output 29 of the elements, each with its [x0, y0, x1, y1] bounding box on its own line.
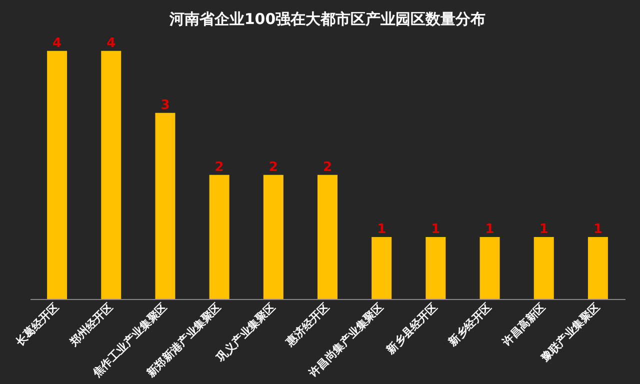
chart-title: 河南省企业100强在大都市区产业园区数量分布 — [168, 10, 486, 28]
data-label: 2 — [214, 160, 224, 175]
data-label: 1 — [485, 222, 494, 237]
data-label: 1 — [539, 222, 548, 237]
data-label: 2 — [322, 160, 332, 175]
data-label: 4 — [52, 36, 62, 51]
x-tick-label: 新乡经开区 — [445, 300, 494, 350]
data-label: 1 — [377, 222, 386, 237]
bar — [534, 236, 554, 299]
data-label: 4 — [106, 36, 116, 51]
bar — [263, 174, 284, 299]
data-label: 2 — [268, 160, 278, 175]
data-label: 1 — [431, 222, 440, 237]
data-label: 1 — [593, 222, 602, 237]
bar — [101, 50, 122, 299]
x-tick-label: 许昌高新区 — [499, 300, 548, 350]
bar — [155, 112, 176, 299]
bar — [588, 236, 608, 299]
bar — [47, 50, 68, 299]
x-tick-label: 惠济经开区 — [282, 300, 332, 350]
x-tick-label: 新乡县经开区 — [383, 300, 440, 358]
data-label: 3 — [160, 98, 170, 113]
bar — [480, 236, 500, 299]
bar — [209, 174, 230, 299]
bar — [318, 174, 338, 299]
bar — [426, 236, 446, 299]
x-tick-label: 郑州经开区 — [66, 300, 116, 350]
x-tick-label: 长葛经开区 — [12, 300, 62, 350]
bar — [372, 236, 392, 299]
